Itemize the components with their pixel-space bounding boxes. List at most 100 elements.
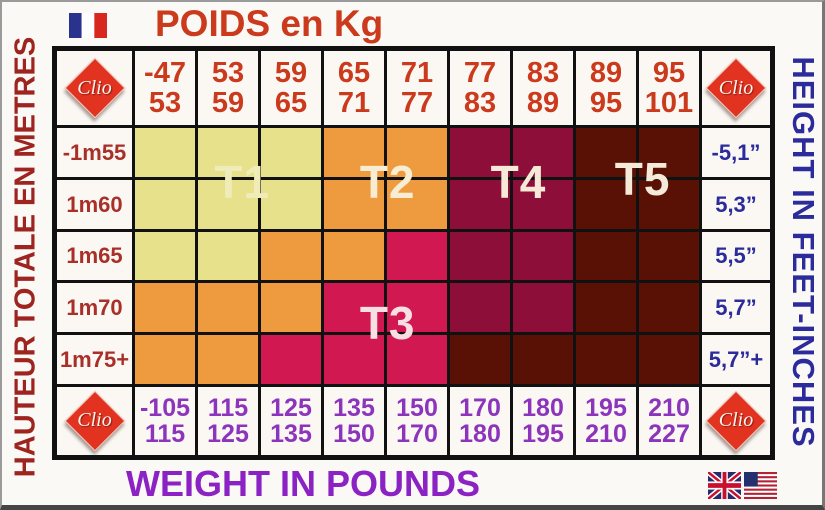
value: 59 xyxy=(274,56,308,89)
uk-flag-icon xyxy=(706,469,743,504)
value: 5,7” xyxy=(715,295,757,321)
value: 1m60 xyxy=(66,191,123,217)
value: 77 xyxy=(463,56,497,89)
size-cell-T2 xyxy=(135,283,195,333)
height-m-cell: 1m70 xyxy=(57,283,132,333)
pound-range-cell: -105 115 xyxy=(135,386,195,455)
size-cell-T4 xyxy=(513,231,573,281)
pound-range-cell: 125 135 xyxy=(261,386,321,455)
value: 135 xyxy=(270,419,312,448)
height-ft-cell: 5,7”+ xyxy=(702,335,770,384)
value: 71 xyxy=(400,56,434,89)
pound-range-cell: 170 180 xyxy=(450,386,510,455)
value: 170 xyxy=(459,393,501,422)
value: -47 xyxy=(144,56,186,89)
value: 53 xyxy=(211,56,245,89)
value: -1m55 xyxy=(62,139,127,165)
right-axis-title: HEIGHT IN FEET-INCHES xyxy=(786,56,821,448)
clio-corner-top-right: Clio xyxy=(702,51,770,125)
height-m-cell: 1m75+ xyxy=(57,335,132,384)
size-cell-T5 xyxy=(576,179,636,229)
clio-brand: Clio xyxy=(77,409,112,432)
kg-range-cell: 89 95 xyxy=(576,51,636,125)
value: 71 xyxy=(337,87,371,119)
pound-range-cell: 210 227 xyxy=(639,386,699,455)
clio-corner-top-left: Clio xyxy=(57,51,132,125)
value: 83 xyxy=(526,56,560,89)
size-cell-T1 xyxy=(198,179,258,229)
size-cell-T4 xyxy=(450,179,510,229)
value: 210 xyxy=(585,419,627,448)
size-cell-T4 xyxy=(450,128,510,177)
size-cell-T1 xyxy=(198,128,258,177)
size-cell-T2 xyxy=(198,335,258,384)
size-cell-T5 xyxy=(513,335,573,384)
size-cell-T5 xyxy=(639,283,699,333)
size-cell-T5 xyxy=(576,231,636,281)
value: 195 xyxy=(522,419,564,448)
value: 135 xyxy=(333,393,375,422)
left-axis-title: HAUTEUR TOTALE EN METRES xyxy=(9,36,42,478)
size-cell-T5 xyxy=(576,335,636,384)
size-cell-T2 xyxy=(261,231,321,281)
pounds-title: WEIGHT IN POUNDS xyxy=(126,463,481,504)
us-flag-icon xyxy=(744,472,777,504)
size-cell-T5 xyxy=(576,283,636,333)
pound-range-cell: 150 170 xyxy=(387,386,447,455)
size-cell-T2 xyxy=(324,179,384,229)
size-cell-T1 xyxy=(135,128,195,177)
size-cell-T1 xyxy=(135,179,195,229)
size-cell-T4 xyxy=(513,179,573,229)
value: 115 xyxy=(144,419,186,448)
size-cell-T3 xyxy=(387,283,447,333)
size-cell-T4 xyxy=(450,283,510,333)
size-cell-T3 xyxy=(324,335,384,384)
size-table: Clio -47 53 53 59 59 65 65 71 71 77 77 83 83 89 89 95 95 1… xyxy=(52,46,775,460)
clio-brand: Clio xyxy=(77,76,112,99)
value: 1m65 xyxy=(66,243,123,269)
clio-brand: Clio xyxy=(718,76,754,99)
value: 5,7”+ xyxy=(708,347,764,373)
size-cell-T2 xyxy=(324,128,384,177)
value: 95 xyxy=(589,87,623,119)
value: 170 xyxy=(396,419,438,448)
value: 5,5” xyxy=(715,243,757,269)
height-ft-cell: 5,3” xyxy=(702,179,770,229)
value: 210 xyxy=(648,393,690,422)
size-cell-T5 xyxy=(450,335,510,384)
size-cell-T1 xyxy=(198,231,258,281)
pound-range-cell: 135 150 xyxy=(324,386,384,455)
value: 5,3” xyxy=(715,191,757,217)
height-ft-cell: 5,7” xyxy=(702,283,770,333)
size-cell-T1 xyxy=(135,231,195,281)
value: -5,1” xyxy=(711,139,761,165)
pound-range-cell: 195 210 xyxy=(576,386,636,455)
size-cell-T2 xyxy=(387,179,447,229)
height-ft-cell: -5,1” xyxy=(702,128,770,177)
value: 180 xyxy=(459,419,501,448)
kg-range-cell: -47 53 xyxy=(135,51,195,125)
value: -105 xyxy=(139,393,191,422)
height-m-cell: 1m60 xyxy=(57,179,132,229)
clio-brand: Clio xyxy=(718,409,754,432)
size-cell-T2 xyxy=(198,283,258,333)
size-cell-T1 xyxy=(261,128,321,177)
height-m-cell: 1m65 xyxy=(57,231,132,281)
size-cell-T3 xyxy=(261,335,321,384)
kg-range-cell: 77 83 xyxy=(450,51,510,125)
value: 125 xyxy=(207,419,249,448)
size-cell-T2 xyxy=(387,128,447,177)
value: 53 xyxy=(148,87,182,119)
value: 180 xyxy=(522,393,564,422)
value: 65 xyxy=(337,56,371,89)
value: 125 xyxy=(270,393,312,422)
value: 227 xyxy=(648,419,690,448)
size-cell-T3 xyxy=(324,283,384,333)
kg-range-cell: 65 71 xyxy=(324,51,384,125)
kg-title: POIDS en Kg xyxy=(155,3,384,44)
value: 89 xyxy=(589,56,623,89)
value: 1m70 xyxy=(66,295,123,321)
size-cell-T2 xyxy=(135,335,195,384)
value: 150 xyxy=(396,393,438,422)
size-cell-T3 xyxy=(387,335,447,384)
